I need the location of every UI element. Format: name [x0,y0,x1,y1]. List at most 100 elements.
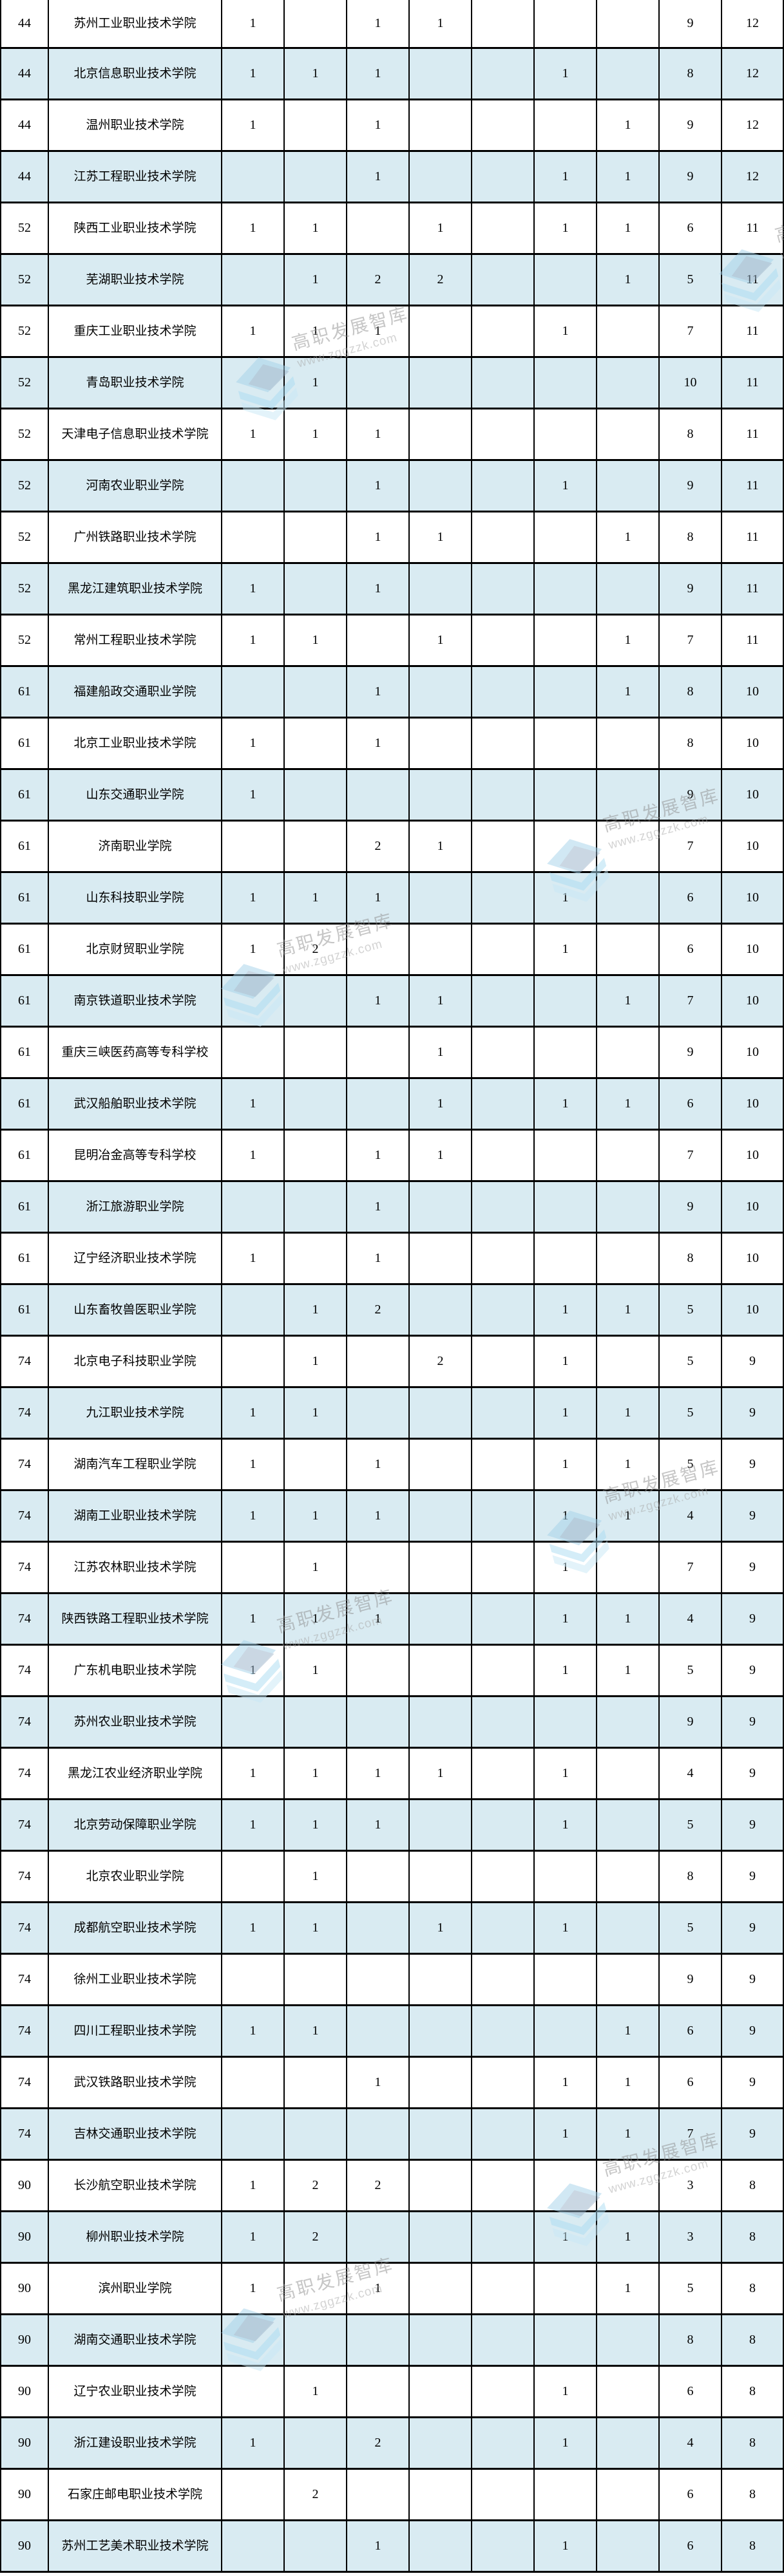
value-cell-1: 1 [222,100,285,152]
table-row: 74 湖南工业职业技术学院 1 1 1 1 1 4 9 [0,1491,784,1543]
college-name-cell: 天津电子信息职业技术学院 [49,409,222,461]
table-row: 52 芜湖职业技术学院 1 2 2 1 5 11 [0,255,784,306]
value-cell-9: 9 [722,1388,784,1440]
value-cell-9: 10 [722,667,784,719]
value-cell-6 [535,255,597,306]
value-cell-5 [472,512,535,564]
value-cell-1 [222,822,285,873]
value-cell-5 [472,2212,535,2264]
value-cell-8: 8 [660,719,722,770]
value-cell-2 [285,770,347,822]
college-name-cell: 黑龙江农业经济职业学院 [49,1749,222,1800]
value-cell-8: 9 [660,1182,722,1234]
value-cell-6 [535,512,597,564]
table-row: 74 北京电子科技职业学院 1 2 1 5 9 [0,1337,784,1388]
value-cell-2 [285,719,347,770]
value-cell-5 [472,1440,535,1491]
table-row: 61 山东科技职业学院 1 1 1 1 6 10 [0,873,784,925]
table-row: 74 北京劳动保障职业学院 1 1 1 1 5 9 [0,1800,784,1852]
value-cell-2 [285,2418,347,2470]
value-cell-7 [597,1028,660,1079]
value-cell-8: 7 [660,1131,722,1182]
value-cell-2 [285,2315,347,2367]
value-cell-7: 1 [597,1491,660,1543]
value-cell-6: 1 [535,1337,597,1388]
rank-cell: 74 [0,2058,49,2109]
value-cell-5 [472,2315,535,2367]
value-cell-4 [410,2418,472,2470]
value-cell-9: 12 [722,152,784,203]
value-cell-3 [347,1955,410,2006]
value-cell-8: 9 [660,100,722,152]
value-cell-1: 1 [222,616,285,667]
value-cell-4 [410,2058,472,2109]
value-cell-2 [285,100,347,152]
value-cell-5 [472,1234,535,1285]
value-cell-2 [285,0,347,49]
value-cell-5 [472,152,535,203]
value-cell-8: 9 [660,564,722,616]
value-cell-3: 1 [347,2521,410,2573]
value-cell-2 [285,2521,347,2573]
value-cell-3: 1 [347,1440,410,1491]
value-cell-4: 1 [410,0,472,49]
value-cell-2 [285,822,347,873]
value-cell-2: 1 [285,1800,347,1852]
value-cell-8: 10 [660,358,722,409]
table-row: 74 九江职业技术学院 1 1 1 1 5 9 [0,1388,784,1440]
value-cell-4 [410,358,472,409]
value-cell-4 [410,719,472,770]
value-cell-2: 1 [285,873,347,925]
value-cell-4 [410,306,472,358]
value-cell-7 [597,1131,660,1182]
value-cell-6 [535,719,597,770]
value-cell-6: 1 [535,925,597,976]
value-cell-8: 3 [660,2161,722,2212]
value-cell-1: 1 [222,564,285,616]
value-cell-2: 1 [285,203,347,255]
value-cell-2: 1 [285,358,347,409]
value-cell-6 [535,822,597,873]
value-cell-6: 1 [535,873,597,925]
college-name-cell: 广州铁路职业技术学院 [49,512,222,564]
value-cell-8: 7 [660,616,722,667]
value-cell-9: 9 [722,1440,784,1491]
value-cell-8: 8 [660,49,722,100]
rank-cell: 61 [0,976,49,1028]
table-row: 52 天津电子信息职业技术学院 1 1 1 8 11 [0,409,784,461]
value-cell-5 [472,976,535,1028]
college-name-cell: 长沙航空职业技术学院 [49,2161,222,2212]
value-cell-9: 9 [722,2058,784,2109]
table-row: 61 北京工业职业技术学院 1 1 8 10 [0,719,784,770]
value-cell-7 [597,822,660,873]
value-cell-6: 1 [535,152,597,203]
value-cell-8: 9 [660,1697,722,1749]
rank-cell: 52 [0,358,49,409]
value-cell-6 [535,616,597,667]
value-cell-4 [410,2212,472,2264]
rank-cell: 44 [0,100,49,152]
college-name-cell: 四川工程职业技术学院 [49,2006,222,2058]
value-cell-3: 1 [347,976,410,1028]
value-cell-7 [597,873,660,925]
value-cell-7 [597,49,660,100]
college-name-cell: 南京铁道职业技术学院 [49,976,222,1028]
value-cell-3: 1 [347,2264,410,2315]
value-cell-6 [535,409,597,461]
college-name-cell: 河南农业职业学院 [49,461,222,512]
value-cell-1 [222,2109,285,2161]
value-cell-3: 1 [347,719,410,770]
value-cell-2: 1 [285,1285,347,1337]
college-name-cell: 湖南交通职业技术学院 [49,2315,222,2367]
value-cell-8: 5 [660,1646,722,1697]
value-cell-7 [597,2367,660,2418]
value-cell-2 [285,564,347,616]
value-cell-3 [347,2006,410,2058]
value-cell-6 [535,100,597,152]
value-cell-3: 2 [347,2418,410,2470]
value-cell-5 [472,719,535,770]
value-cell-3 [347,1079,410,1131]
value-cell-1 [222,2521,285,2573]
value-cell-6: 1 [535,461,597,512]
value-cell-7 [597,1234,660,1285]
